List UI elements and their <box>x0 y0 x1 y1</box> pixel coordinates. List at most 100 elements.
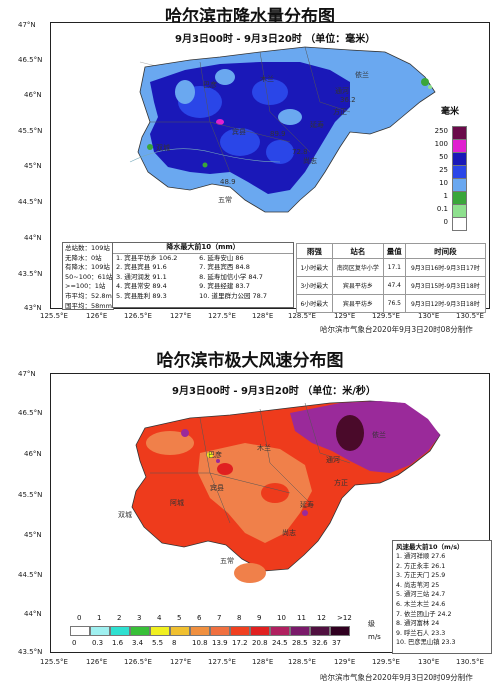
wind-legend-level: 2 <box>117 614 122 622</box>
wind-legend-swatch <box>70 626 90 636</box>
wind-lon-tick: 127.5°E <box>208 658 236 666</box>
wind-top10-item: 1. 通河祥顺 27.6 <box>396 553 446 560</box>
wind-lon-tick: 126°E <box>86 658 108 666</box>
precip-place-label: 双城 <box>156 144 170 152</box>
wind-legend-bound: 8 <box>172 639 177 647</box>
wind-top10-item: 4. 尚志苇河 25 <box>396 581 440 589</box>
precip-legend-swatch <box>452 204 467 218</box>
precip-legend-label: 250 <box>434 127 448 135</box>
precip-lon-tick: 129.5°E <box>372 312 400 320</box>
precip-map-subtitle: 9月3日00时 - 9月3日20时 （单位：毫米） <box>175 34 376 45</box>
wind-top10-item: 10. 巴彦黑山镇 23.3 <box>396 639 456 647</box>
wind-legend-bound: 3.4 <box>132 639 144 647</box>
wind-legend-level: 11 <box>297 614 306 622</box>
precip-legend-swatch <box>452 152 467 166</box>
wind-legend-bound: 5.5 <box>152 639 164 647</box>
precip-top10-item: 9. 宾县经建 83.7 <box>199 282 250 291</box>
precip-lon-tick: 126.5°E <box>124 312 152 320</box>
intensity-cell: 宾县平坊乡 <box>331 294 384 313</box>
wind-lon-tick: 128.5°E <box>288 658 316 666</box>
intensity-cell: 6小时最大 <box>296 294 333 313</box>
precip-legend-label: 1 <box>443 192 448 200</box>
precip-legend-unit: 毫米 <box>441 107 460 117</box>
wind-legend-unit: m/s <box>368 633 381 641</box>
precip-map-canvas <box>129 46 436 213</box>
wind-place-label: 宾县 <box>210 484 224 492</box>
wind-map-subtitle: 9月3日00时 - 9月3日20时 （单位：米/秒） <box>172 386 376 397</box>
wind-legend-swatch <box>90 626 110 636</box>
precip-legend-label: 50 <box>439 153 448 161</box>
precip-legend-swatch <box>452 126 467 140</box>
wind-lat-tick: 45°N <box>24 531 42 539</box>
intensity-cell: 1小时最大 <box>296 258 333 277</box>
wind-legend-level: 6 <box>197 614 202 622</box>
wind-legend-swatch <box>130 626 150 636</box>
wind-lat-tick: 44°N <box>24 610 42 618</box>
wind-legend-level: 5 <box>177 614 182 622</box>
wind-legend-level: 1 <box>97 614 102 622</box>
precip-lat-tick: 46°N <box>24 91 42 99</box>
precip-top10-item: 7. 宾县宾西 84.8 <box>199 263 250 272</box>
wind-legend-bound: 0 <box>72 639 77 647</box>
wind-legend-swatch <box>150 626 170 636</box>
stat-none: 无降水：0站 <box>65 253 102 262</box>
wind-legend-level-word: 级 <box>368 620 375 628</box>
precip-lat-tick: 45°N <box>24 162 42 170</box>
wind-lon-tick: 126.5°E <box>124 658 152 666</box>
stat-nation-avg: 国平均：58mm <box>65 301 112 310</box>
precip-lat-tick: 44.5°N <box>18 198 43 206</box>
precip-legend-swatch <box>452 217 467 231</box>
precip-lat-tick: 43.5°N <box>18 270 43 278</box>
wind-legend-bound: 37 <box>332 639 341 647</box>
wind-lat-tick: 46°N <box>24 450 42 458</box>
wind-lat-tick: 47°N <box>18 370 36 378</box>
intensity-cell: 17.1 <box>382 258 406 277</box>
wind-legend-swatch <box>210 626 230 636</box>
wind-lon-tick: 125.5°E <box>40 658 68 666</box>
wind-legend-bound: 32.6 <box>312 639 328 647</box>
precip-place-label: 通河 <box>335 87 349 95</box>
intensity-header: 站名 <box>331 243 384 259</box>
wind-top10-title: 风速最大前10（m/s） <box>396 543 464 551</box>
wind-place-label: 依兰 <box>372 431 386 439</box>
wind-place-label: 巴彦 <box>208 451 222 459</box>
wind-legend-swatch <box>170 626 190 636</box>
precip-legend-label: 100 <box>434 140 448 148</box>
precip-top10-item: 6. 延寿安山 86 <box>199 253 244 262</box>
precip-legend-swatch <box>452 191 467 205</box>
wind-legend-bound: 0.3 <box>92 639 104 647</box>
stat-with: 有降水：109站 <box>65 263 110 272</box>
wind-lat-tick: 46.5°N <box>18 409 43 417</box>
precip-top10-box: 降水最大前10（mm） 1. 宾县平坊乡 106.2 2. 宾县宾县 91.6 … <box>112 242 294 308</box>
precip-value-label: 72.8 <box>292 148 308 156</box>
wind-place-label: 方正 <box>334 479 348 487</box>
precip-legend-swatch <box>452 165 467 179</box>
precip-value-label: 48.9 <box>220 178 236 186</box>
precip-lon-tick: 130.5°E <box>456 312 484 320</box>
precip-legend-label: 25 <box>439 166 448 174</box>
wind-map-title: 哈尔滨市极大风速分布图 <box>156 351 344 371</box>
wind-lon-tick: 129.5°E <box>372 658 400 666</box>
wind-legend-swatch <box>250 626 270 636</box>
precip-top10-item: 8. 延寿加信小学 84.7 <box>199 272 263 281</box>
wind-legend-swatch <box>110 626 130 636</box>
wind-legend-swatch <box>310 626 330 636</box>
wind-top10-item: 2. 方正永丰 26.1 <box>396 562 446 570</box>
wind-legend-bound: 28.5 <box>292 639 308 647</box>
intensity-header: 雨强 <box>296 243 333 259</box>
precip-place-label: 木兰 <box>260 75 274 83</box>
precip-lat-tick: 46.5°N <box>18 56 43 64</box>
precip-legend-swatch <box>452 139 467 153</box>
wind-lat-tick: 45.5°N <box>18 491 43 499</box>
wind-lon-tick: 129°E <box>334 658 356 666</box>
precip-stats-box: 总站数：109站 无降水：0站 有降水：109站 50~100：61站 >=10… <box>62 242 118 310</box>
wind-legend-bound: 13.9 <box>212 639 228 647</box>
wind-legend-swatch <box>290 626 310 636</box>
precip-legend-label: 0.1 <box>436 205 448 213</box>
intensity-row: 3小时最大 宾县平坊乡 47.4 9月3日15时-9月3日18时 <box>296 276 487 295</box>
precip-top10-item: 1. 宾县平坊乡 106.2 <box>116 253 178 262</box>
wind-place-label: 双城 <box>118 511 132 519</box>
wind-place-label: 延寿 <box>300 501 314 509</box>
intensity-cell: 9月3日12时-9月3日18时 <box>404 294 487 313</box>
wind-lon-tick: 128°E <box>252 658 274 666</box>
